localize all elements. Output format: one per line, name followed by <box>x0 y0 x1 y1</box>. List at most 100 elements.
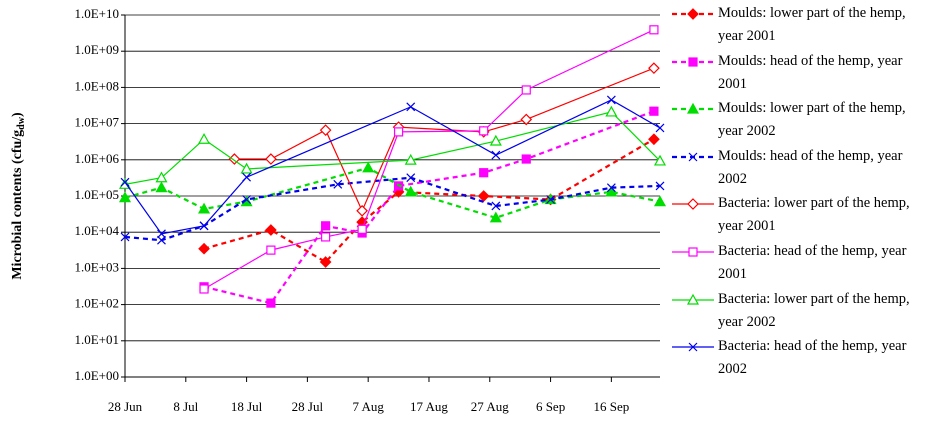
x-tick-label: 8 Jul <box>173 399 198 414</box>
y-tick-label: 1.0E+01 <box>74 332 119 347</box>
legend-label: Bacteria: lower part of the hemp, year 2… <box>718 290 910 330</box>
x-tick-label: 16 Sep <box>593 399 629 414</box>
legend-label: Moulds: lower part of the hemp, year 200… <box>718 100 906 140</box>
marker <box>118 191 132 203</box>
marker <box>648 62 660 75</box>
x-tick-label: 7 Aug <box>352 399 384 414</box>
y-axis-label: Microbial contents (cfu/gdw) <box>10 112 27 280</box>
marker <box>357 224 367 234</box>
marker <box>546 195 555 204</box>
legend-entry: Moulds: head of the hemp, year 2001 <box>668 50 926 98</box>
marker <box>649 25 659 35</box>
series-line <box>203 138 655 264</box>
y-tick-label: 1.0E+04 <box>74 223 119 238</box>
x-tick-label: 27 Aug <box>471 399 509 414</box>
marker <box>198 202 211 214</box>
y-tick-label: 1.0E+09 <box>74 42 119 57</box>
marker <box>393 127 404 137</box>
marker <box>406 102 416 112</box>
y-label-subscript: dw <box>16 116 27 130</box>
marker <box>265 224 277 236</box>
legend-entry: Bacteria: lower part of the hemp, year 2… <box>668 192 926 240</box>
marker <box>404 185 417 197</box>
marker <box>319 124 332 136</box>
legend: Moulds: lower part of the hemp, year 200… <box>668 2 926 383</box>
marker <box>605 185 618 197</box>
marker <box>242 172 252 182</box>
legend-entry: Bacteria: head of the hemp, year 2002 <box>668 335 926 383</box>
marker <box>333 179 343 189</box>
legend-swatch <box>672 56 714 67</box>
marker <box>120 177 130 187</box>
x-tick-label: 6 Sep <box>536 399 565 414</box>
marker <box>521 154 531 164</box>
marker <box>491 150 501 160</box>
legend-label: Bacteria: head of the hemp, year 2001 <box>718 242 907 282</box>
series-line <box>124 111 661 185</box>
series-line <box>234 67 655 213</box>
legend-swatch <box>672 198 714 211</box>
marker <box>321 232 331 242</box>
marker <box>479 168 489 178</box>
marker <box>157 235 166 245</box>
y-tick-label: 1.0E+03 <box>74 259 119 274</box>
series-line <box>124 99 661 235</box>
marker <box>605 105 618 117</box>
marker <box>687 198 699 211</box>
marker <box>489 134 502 146</box>
marker <box>266 245 276 255</box>
marker <box>240 162 253 174</box>
marker <box>157 229 166 239</box>
marker <box>199 221 209 231</box>
marker <box>228 153 241 165</box>
marker <box>653 195 667 207</box>
legend-swatch <box>672 8 714 20</box>
marker <box>686 293 700 305</box>
y-tick-label: 1.0E+10 <box>74 6 119 21</box>
marker <box>319 256 332 268</box>
marker <box>688 342 698 352</box>
legend-swatch <box>672 152 714 162</box>
legend-label: Moulds: lower part of the hemp, year 200… <box>718 5 906 44</box>
y-tick-label: 1.0E+06 <box>74 151 119 166</box>
marker <box>521 85 531 95</box>
marker <box>321 221 331 231</box>
legend-entry: Moulds: lower part of the hemp, year 200… <box>668 2 926 50</box>
marker <box>688 56 698 67</box>
legend-label: Moulds: head of the hemp, year 2002 <box>718 147 903 187</box>
marker <box>520 113 533 126</box>
x-tick-label: 18 Jul <box>231 399 263 414</box>
series-line <box>203 29 655 290</box>
plot: Microbial contents (cfu/gdw) 1.0E+00 1.0E… <box>10 6 667 414</box>
legend-entry: Bacteria: lower part of the hemp, year 2… <box>668 288 926 336</box>
series-line <box>203 110 655 305</box>
legend-swatch <box>672 293 714 305</box>
y-tick-label: 1.0E+02 <box>74 296 119 311</box>
y-tick-label: 1.0E+08 <box>74 78 119 93</box>
marker <box>687 8 699 20</box>
marker <box>198 242 210 255</box>
legend-label: Bacteria: lower part of the hemp, year 2… <box>718 195 910 235</box>
marker <box>653 154 667 166</box>
legend-entry: Bacteria: head of the hemp, year 2001 <box>668 240 926 288</box>
marker <box>489 211 502 223</box>
y-tick-label: 1.0E+07 <box>74 115 119 130</box>
x-tick-label: 17 Aug <box>410 399 448 414</box>
marker <box>406 173 416 183</box>
legend-swatch <box>672 247 714 257</box>
legend-label: Bacteria: head of the hemp, year 2002 <box>718 338 907 378</box>
legend-label: Moulds: head of the hemp, year 2001 <box>718 52 903 92</box>
marker <box>356 204 368 217</box>
marker <box>688 152 698 162</box>
marker <box>266 298 276 308</box>
marker <box>686 102 700 114</box>
y-tick-label: 1.0E+00 <box>74 368 119 383</box>
legend-swatch <box>672 342 714 352</box>
marker <box>477 190 490 202</box>
marker <box>199 284 209 294</box>
marker <box>242 195 252 204</box>
x-tick-label: 28 Jul <box>292 399 324 414</box>
series-line <box>124 166 661 219</box>
legend-entry: Moulds: head of the hemp, year 2002 <box>668 145 926 193</box>
marker <box>655 181 665 191</box>
